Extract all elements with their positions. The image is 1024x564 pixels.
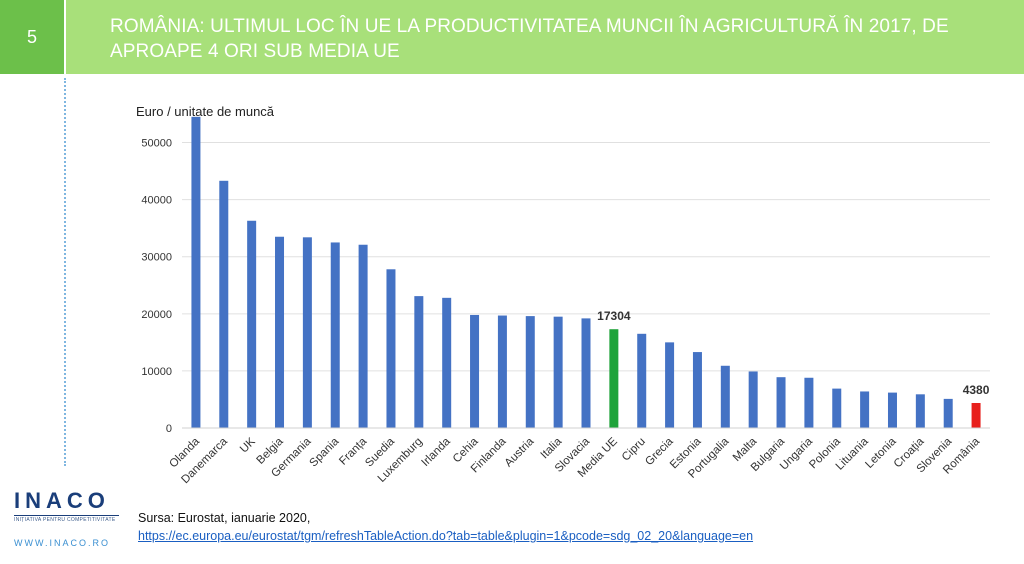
bar-19 [720,365,730,428]
bar-23 [832,388,842,428]
bar-14 [581,318,591,428]
x-tick-label: Austria [503,435,537,469]
bar-9 [442,297,452,428]
slide-number: 5 [0,0,64,74]
bar-21 [776,377,786,428]
source-link[interactable]: https://ec.europa.eu/eurostat/tgm/refres… [138,529,754,543]
source-note: Sursa: Eurostat, ianuarie 2020, https://… [138,509,753,545]
bar-6 [358,244,368,428]
bar-8 [414,296,424,428]
slide-title: ROMÂNIA: ULTIMUL LOC ÎN UE LA PRODUCTIVI… [110,16,949,62]
logo-tagline: INIȚIATIVA PENTRU COMPETITIVITATE [14,515,119,523]
y-tick-label: 10000 [141,366,172,378]
bar-28 [971,402,981,428]
bar-1 [219,180,229,428]
dotted-divider [64,78,66,466]
y-tick-label: 0 [166,423,172,435]
bar-16 [637,333,647,428]
bar-3 [275,236,285,428]
x-tick-label: Letonia [863,435,899,471]
y-axis-label: Euro / unitate de muncă [136,104,275,119]
bar-15 [609,329,619,428]
bar-27 [943,398,953,428]
bar-17 [665,342,675,428]
x-tick-label: Spania [308,435,342,469]
bar-10 [470,314,480,428]
inaco-logo: INACO INIȚIATIVA PENTRU COMPETITIVITATE [14,488,119,523]
bar-0 [191,116,201,428]
x-tick-label: Irlanda [419,435,453,469]
logo-wordmark: INACO [14,488,110,513]
bar-11 [497,315,507,428]
header-separator [64,0,66,74]
data-label: 4380 [963,383,990,397]
source-text: Sursa: Eurostat, ianuarie 2020, [138,511,311,525]
bar-2 [247,220,257,428]
bar-4 [302,237,312,428]
data-label: 17304 [597,309,631,323]
y-tick-label: 20000 [141,309,172,321]
x-tick-label: UK [238,435,258,455]
y-tick-label: 50000 [141,138,172,150]
bar-24 [860,391,870,428]
bar-chart: Euro / unitate de muncă 0 10000 20000 30000 4… [136,104,990,486]
bar-20 [748,371,758,428]
bar-25 [887,392,897,428]
y-tick-label: 40000 [141,195,172,207]
bar-18 [692,352,702,428]
bar-7 [386,269,396,428]
bar-13 [553,316,563,428]
logo-url: WWW.INACO.RO [14,538,110,548]
header-bar: 5 ROMÂNIA: ULTIMUL LOC ÎN UE LA PRODUCTI… [0,0,1024,74]
bar-26 [915,394,925,428]
bar-12 [525,316,535,428]
y-tick-label: 30000 [141,252,172,264]
bar-22 [804,377,814,428]
bar-5 [330,242,340,428]
